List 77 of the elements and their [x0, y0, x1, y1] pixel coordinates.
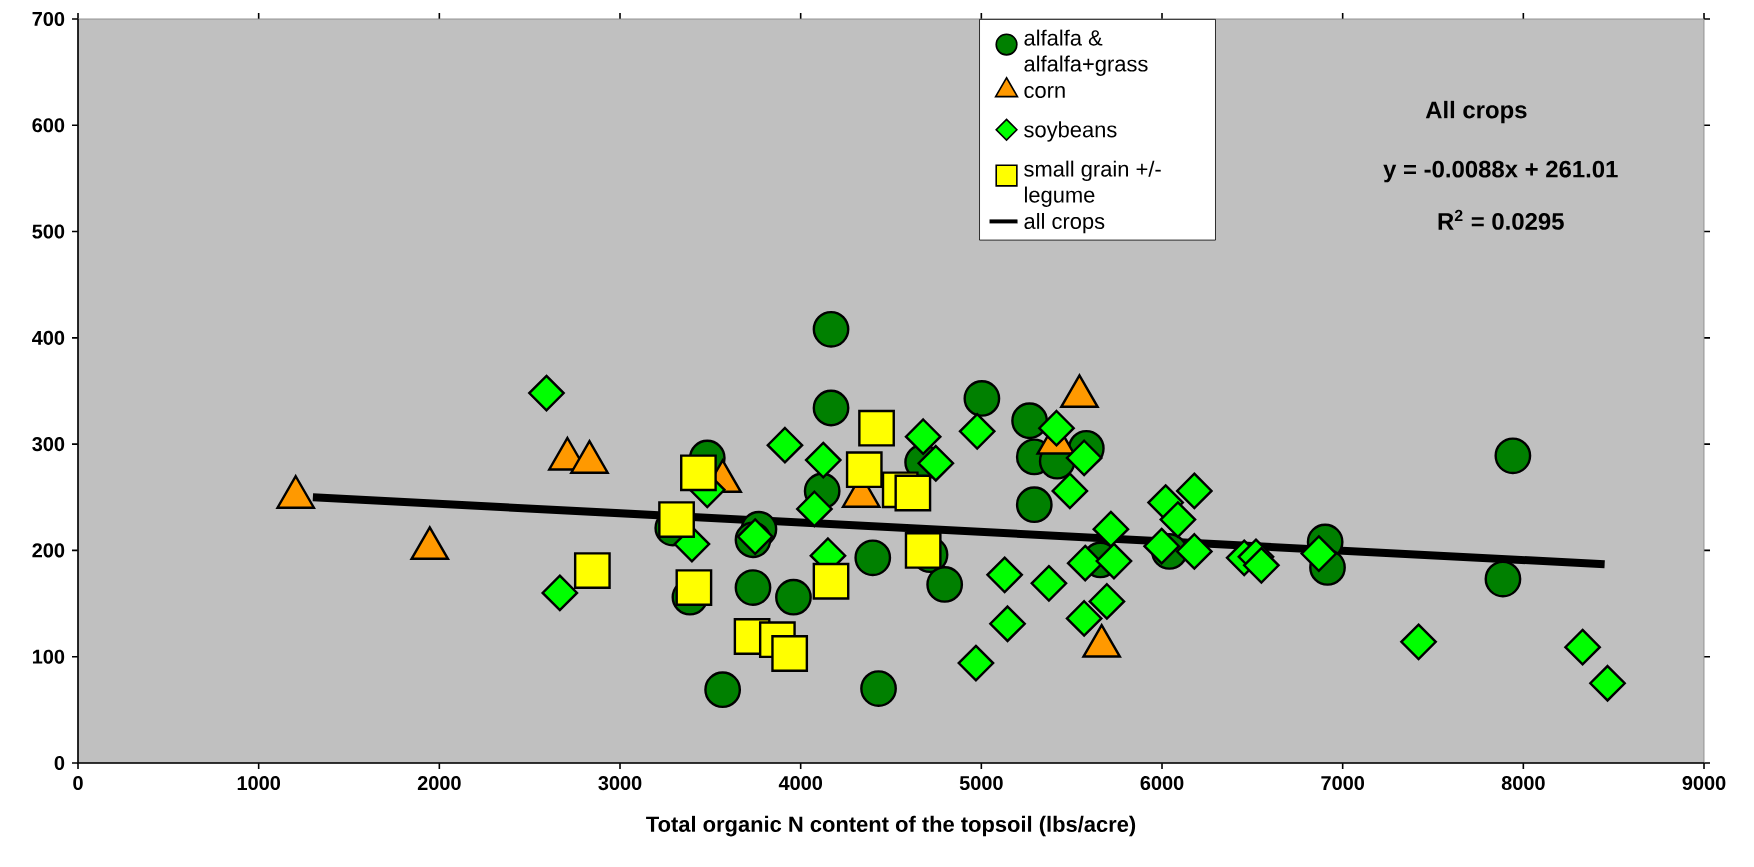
point [1092, 510, 1130, 548]
point [1175, 472, 1213, 510]
point [1143, 527, 1181, 565]
point [766, 426, 804, 464]
point [1038, 409, 1075, 447]
x-tick-label: 1000 [237, 776, 281, 791]
point [957, 644, 995, 682]
point [812, 389, 850, 427]
point [796, 490, 833, 528]
point [528, 374, 565, 412]
point [1159, 501, 1197, 538]
point [904, 532, 942, 569]
point [854, 539, 892, 577]
point [1564, 628, 1601, 666]
x-axis-title: Total organic N content of the topsoil (lbs/acre) [646, 815, 1136, 837]
point [1242, 546, 1280, 584]
point [958, 412, 996, 450]
point [1015, 486, 1053, 524]
point [1011, 402, 1048, 440]
point [904, 418, 942, 456]
legend-label: corn [1024, 86, 1065, 99]
x-tick-label: 5000 [959, 776, 1003, 791]
legend-label: all crops [1024, 212, 1105, 234]
point [734, 569, 772, 607]
point [986, 556, 1024, 594]
annotation: R$^{2}$ = 0.0295 [1438, 209, 1564, 230]
point [804, 441, 842, 479]
x-tick-label: 8000 [1501, 776, 1545, 791]
point [1175, 533, 1213, 570]
x-tick-label: 7000 [1321, 776, 1365, 791]
point [963, 380, 1001, 417]
point [573, 552, 611, 590]
point [771, 635, 809, 672]
point [1065, 439, 1103, 477]
point [1300, 535, 1338, 572]
point [658, 501, 695, 538]
y-tick-label: 300 [32, 437, 65, 452]
y-tick-label: 200 [32, 543, 65, 558]
point [1051, 472, 1089, 510]
x-tick-label: 9000 [1682, 776, 1726, 791]
legend-label: soybeans [1024, 121, 1117, 142]
point [1030, 564, 1068, 602]
y-tick-label: 700 [32, 11, 65, 27]
point [1088, 583, 1126, 620]
point [989, 605, 1026, 643]
point [675, 569, 713, 607]
annotation: y = -0.0088x + 261.01 [1383, 160, 1618, 183]
point [1484, 560, 1522, 598]
y-tick-label: 0 [54, 755, 65, 771]
point [775, 578, 812, 616]
point [680, 454, 717, 492]
y-tick-label: 600 [32, 118, 65, 133]
point [1065, 600, 1103, 637]
x-tick-label: 2000 [417, 776, 461, 791]
x-tick-label: 0 [73, 776, 83, 791]
point [812, 562, 850, 600]
annotation: All crops [1425, 100, 1527, 124]
point [858, 409, 895, 447]
point [860, 670, 897, 707]
point [704, 671, 742, 709]
y-tick-label: 400 [32, 330, 65, 345]
y-tick-label: 500 [32, 224, 65, 239]
point [926, 566, 964, 603]
point [541, 574, 579, 612]
point [917, 444, 955, 482]
point [845, 451, 883, 489]
x-tick-label: 4000 [778, 776, 823, 791]
point [812, 310, 850, 348]
x-tick-label: 3000 [598, 776, 642, 791]
point [1066, 544, 1104, 582]
x-tick-label: 6000 [1140, 776, 1184, 791]
point [1494, 437, 1532, 475]
point [1400, 623, 1437, 661]
point [894, 474, 932, 512]
point [1095, 542, 1133, 580]
point [1589, 664, 1626, 702]
y-tick-label: 100 [32, 649, 65, 664]
